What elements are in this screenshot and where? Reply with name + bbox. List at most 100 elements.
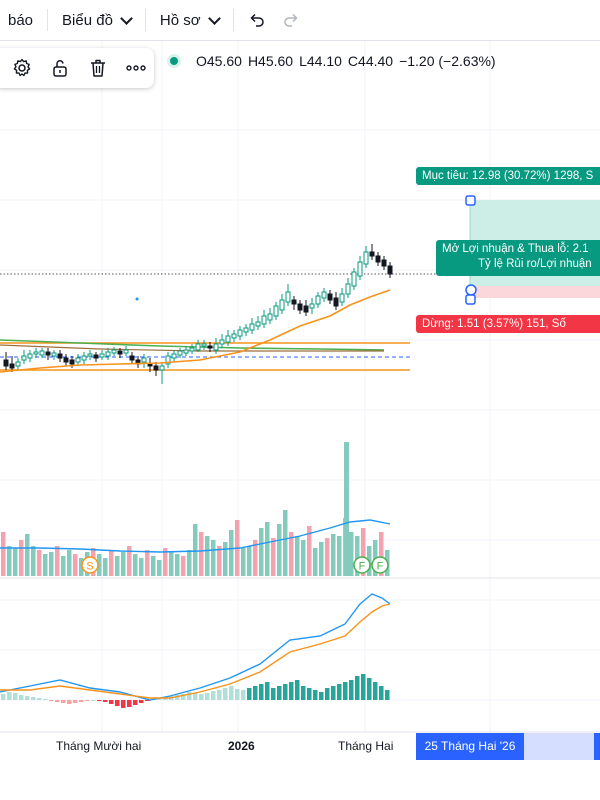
volume-bar [121,552,126,576]
candle-body [387,265,393,275]
delete-button[interactable] [80,50,116,86]
candle-body [3,359,9,367]
macd-histogram-bar [259,684,264,700]
time-axis[interactable]: Tháng Mười hai 2026 Tháng Hai [0,733,600,760]
candle-body [159,365,165,371]
macd-histogram-bar [355,676,360,700]
volume-bar [331,534,336,576]
macd-histogram-bar [319,692,324,700]
volume-bar [271,538,276,576]
candle-body [57,353,63,359]
lock-button[interactable] [42,50,78,86]
candle-body [33,351,39,355]
macd-histogram-bar [295,680,300,700]
toolbar-divider [47,9,49,31]
legend-high: H45.60 [247,53,294,69]
candle-body [63,357,69,363]
menu-chart[interactable]: Biểu đồ [54,0,139,40]
candle-body [201,343,207,347]
macd-histogram-bar [91,700,96,701]
candle-body [267,313,273,321]
volume-bar [289,532,294,576]
macd-histogram-bar [253,686,258,700]
macd-histogram-bar [217,690,222,700]
volume-bar [13,548,18,576]
signal-line [0,603,391,699]
stop-label[interactable]: Dừng: 1.51 (3.57%) 151, Số [416,315,600,333]
candle-body [225,335,231,343]
macd-histogram-bar [331,686,336,700]
volume-bar-spike [344,442,349,576]
volume-bar [307,526,312,576]
legend-low: L44.10 [299,53,342,69]
menu-profile[interactable]: Hồ sơ [152,0,227,40]
volume-bar [133,554,138,576]
menu-chart-label: Biểu đồ [62,11,113,29]
candle-body [69,359,75,365]
volume-bar [181,556,186,576]
macd-histogram-bar [67,700,72,704]
macd-histogram-bar [301,686,306,700]
settings-button[interactable] [4,50,40,86]
macd-histogram-bar [61,700,66,703]
macd-histogram-bar [25,696,30,700]
macd-histogram-bar [85,700,90,701]
volume-bar [43,554,48,576]
candle-body [27,353,33,359]
macd-histogram-bar [175,695,180,700]
candle-body [309,303,315,309]
macd-line [0,593,391,701]
redo-button[interactable] [274,0,308,40]
entry-handle [465,284,477,296]
fast-moving-average [0,289,391,373]
volume-bar [169,552,174,576]
volume-bar [217,546,222,576]
menu-alerts-label: báo [8,11,34,29]
candle-body [261,315,267,325]
macd-histogram-bar [379,686,384,700]
pnl-label[interactable]: Mở Lợi nhuận & Thua lỗ: 2.1 Tỷ lệ Rủi ro… [436,240,600,276]
candle-body [369,251,375,257]
volume-bar [175,554,180,576]
macd-histogram-bar [283,684,288,700]
more-button[interactable] [118,50,154,86]
candle-body [243,327,249,333]
macd-histogram-bar [13,693,18,700]
volume-bar [229,530,234,576]
undo-button[interactable] [240,0,274,40]
macd-histogram-bar [211,691,216,700]
macd-histogram-bar [49,700,54,701]
volume-bar [295,536,300,576]
volume-bar [25,534,30,576]
volume-bar [301,540,306,576]
candle-body [165,355,171,365]
volume-bar [361,528,366,576]
candle-body [117,350,123,355]
candle-body [21,355,27,361]
volume-bar [163,548,168,576]
macd-histogram-bar [43,699,48,700]
macd-histogram-bar [277,686,282,700]
target-label[interactable]: Mục tiêu: 12.98 (30.72%) 1298, S [416,167,600,185]
candle-body [273,305,279,317]
redo-icon [283,13,298,27]
volume-bar [19,540,24,576]
legend-close: C44.40 [347,53,394,69]
event-marker [371,556,389,574]
candle-body [351,271,357,287]
macd-histogram-bar [235,689,240,700]
macd-histogram-bar [79,700,84,702]
volume-bar [7,546,12,576]
macd-histogram-bar [157,698,162,700]
volume-bar [67,550,72,576]
volume-bar [115,556,120,576]
macd-histogram-bar [349,680,354,700]
trash-icon [91,59,105,77]
volume-bar [31,546,36,576]
undo-icon [250,13,264,27]
macd-histogram-bar [133,700,138,705]
macd-histogram-bar [145,700,150,701]
menu-alerts[interactable]: báo [0,0,41,40]
candle-body [15,361,21,367]
